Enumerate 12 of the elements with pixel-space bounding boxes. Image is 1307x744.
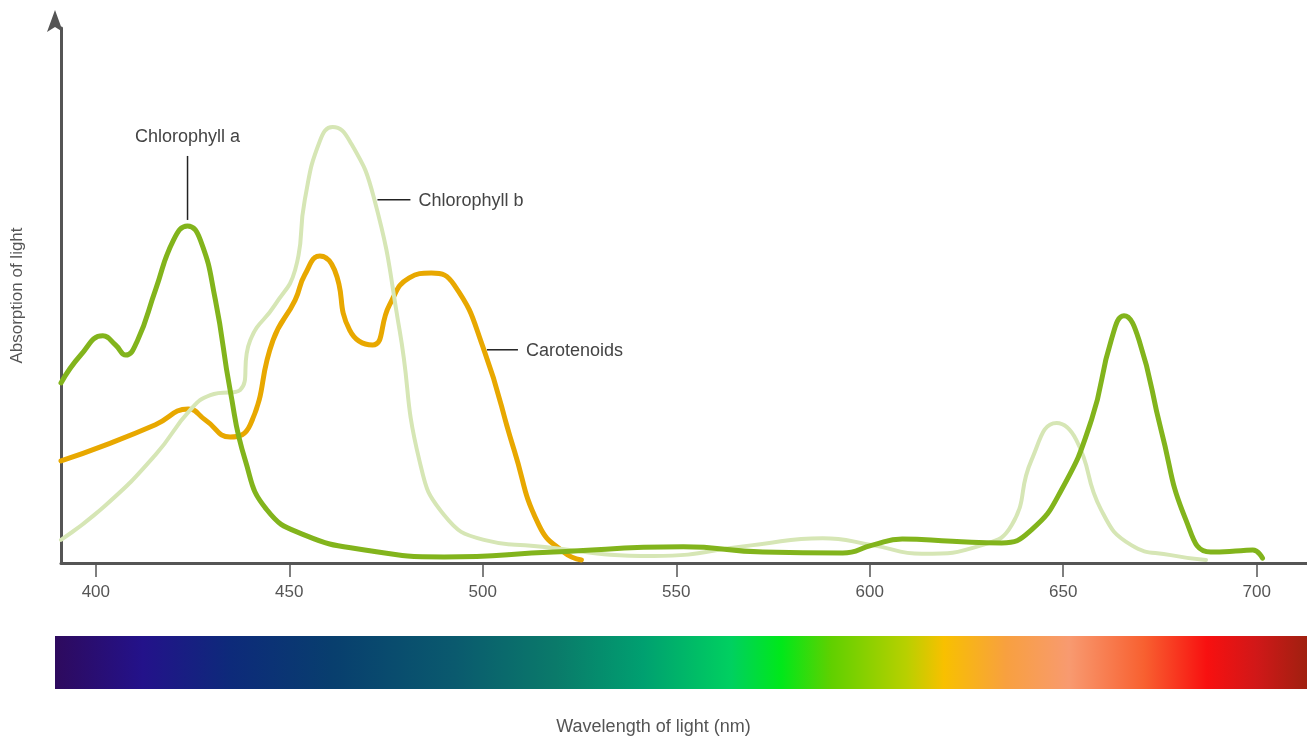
y-axis-title: Absorption of light — [7, 227, 26, 364]
text: Carotenoids — [525, 339, 624, 360]
text: Chlorophyll b — [418, 189, 524, 210]
text: Chlorophyll a — [135, 125, 242, 146]
x-tick-label: 550 — [662, 582, 691, 601]
x-tick-label: 400 — [81, 582, 111, 601]
x-tick-label: 700 — [1242, 582, 1271, 601]
x-tick-label: 450 — [275, 582, 304, 601]
x-tick-label: 650 — [1049, 582, 1078, 601]
text: Wavelength of light (nm) — [555, 716, 752, 737]
x-tick-label: 500 — [468, 582, 497, 601]
x-tick-label: 600 — [855, 582, 884, 601]
